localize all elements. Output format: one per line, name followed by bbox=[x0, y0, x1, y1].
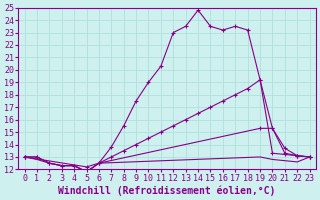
X-axis label: Windchill (Refroidissement éolien,°C): Windchill (Refroidissement éolien,°C) bbox=[58, 185, 276, 196]
